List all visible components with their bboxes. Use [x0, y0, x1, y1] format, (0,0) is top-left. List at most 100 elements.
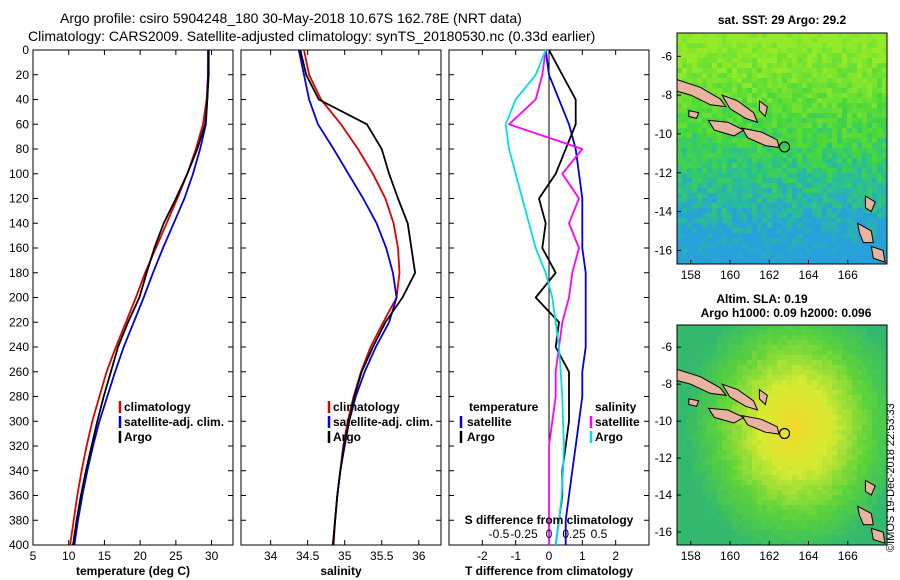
depth-tick-label: 340 — [9, 464, 29, 478]
map-cell — [737, 208, 742, 213]
difference-depth-ticks — [449, 49, 649, 546]
map-cell — [682, 103, 687, 108]
map-cell — [787, 78, 792, 83]
map-cell — [797, 178, 802, 183]
map-cell — [717, 68, 722, 73]
map-cell — [742, 143, 747, 148]
map-cell — [687, 258, 692, 263]
map-cell — [862, 213, 867, 218]
map-cell — [872, 183, 877, 188]
map-cell — [737, 375, 742, 380]
map-cell — [857, 530, 862, 535]
map-cell — [712, 203, 717, 208]
map-cell — [697, 123, 702, 128]
map-cell — [877, 233, 882, 238]
map-cell — [712, 188, 717, 193]
map-cell — [852, 218, 857, 223]
map-cell — [867, 68, 872, 73]
map-cell — [882, 485, 887, 490]
map-cell — [702, 58, 707, 63]
map-cell — [767, 400, 772, 405]
map-cell — [812, 460, 817, 465]
map-cell — [682, 153, 687, 158]
map-cell — [757, 78, 762, 83]
map-cell — [717, 113, 722, 118]
map-cell — [727, 138, 732, 143]
map-cell — [757, 365, 762, 370]
map-cell — [867, 163, 872, 168]
map-cell — [842, 535, 847, 540]
map-cell — [677, 455, 682, 460]
map-cell — [872, 43, 877, 48]
map-cell — [707, 325, 712, 330]
depth-tick-label: 400 — [9, 538, 29, 552]
map-cell — [847, 365, 852, 370]
map-cell — [772, 350, 777, 355]
map-cell — [822, 360, 827, 365]
map-cell — [877, 68, 882, 73]
map-cell — [757, 435, 762, 440]
map-cell — [762, 243, 767, 248]
map-cell — [867, 43, 872, 48]
map-cell — [777, 395, 782, 400]
map-cell — [877, 505, 882, 510]
map-cell — [737, 365, 742, 370]
map-cell — [852, 148, 857, 153]
island — [688, 109, 700, 119]
map-cell — [842, 355, 847, 360]
map-cell — [732, 410, 737, 415]
map-cell — [762, 530, 767, 535]
map-cell — [797, 208, 802, 213]
map-cell — [827, 400, 832, 405]
map-cell — [832, 168, 837, 173]
map-cell — [847, 530, 852, 535]
map-cell — [852, 380, 857, 385]
map-cell — [782, 38, 787, 43]
map-cell — [842, 380, 847, 385]
map-cell — [792, 243, 797, 248]
map-cell — [687, 78, 692, 83]
map-cell — [677, 410, 682, 415]
map-cell — [732, 208, 737, 213]
map-cell — [692, 465, 697, 470]
map-cell — [822, 208, 827, 213]
map-cell — [677, 158, 682, 163]
map-cell — [692, 450, 697, 455]
map-cell — [872, 510, 877, 515]
map-cell — [817, 480, 822, 485]
map-cell — [742, 540, 747, 545]
map-cell — [697, 78, 702, 83]
map-cell — [822, 440, 827, 445]
map-cell — [747, 243, 752, 248]
map-cell — [812, 213, 817, 218]
map-cell — [847, 198, 852, 203]
temperature-panel: 0204060801001201401601802002202402602803… — [9, 43, 234, 578]
map-cell — [857, 405, 862, 410]
map-cell — [872, 365, 877, 370]
map-cell — [812, 188, 817, 193]
x-tick-label: -1 — [510, 549, 521, 563]
map-cell — [737, 163, 742, 168]
map-cell — [812, 228, 817, 233]
map-cell — [817, 218, 822, 223]
map-cell — [722, 78, 727, 83]
map-cell — [792, 340, 797, 345]
map-cell — [857, 425, 862, 430]
map-cell — [857, 118, 862, 123]
map-cell — [812, 218, 817, 223]
map-cell — [732, 163, 737, 168]
map-cell — [822, 253, 827, 258]
map-cell — [687, 335, 692, 340]
map-cell — [847, 390, 852, 395]
map-cell — [797, 395, 802, 400]
map-cell — [732, 43, 737, 48]
map-cell — [852, 173, 857, 178]
map-cell — [782, 535, 787, 540]
map-cell — [787, 153, 792, 158]
map-cell — [752, 495, 757, 500]
map-cell — [717, 470, 722, 475]
map-cell — [697, 63, 702, 68]
map-cell — [792, 58, 797, 63]
map-cell — [837, 540, 842, 545]
map-cell — [682, 475, 687, 480]
